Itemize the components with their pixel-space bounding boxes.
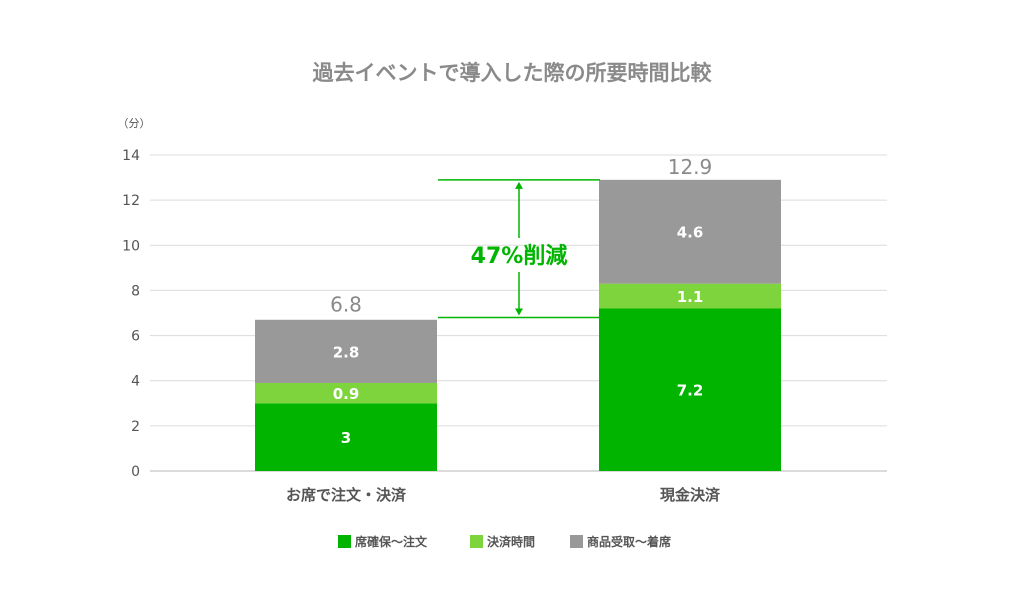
segment-value-label: 0.9 [333, 385, 360, 403]
bar-segment [255, 382, 437, 404]
y-axis-unit-label: （分） [118, 117, 151, 130]
y-tick-label: 6 [131, 329, 140, 345]
total-value-label: 12.9 [668, 155, 713, 179]
legend-swatch [570, 535, 583, 548]
segment-value-label: 1.1 [677, 288, 704, 306]
bar-segment [255, 403, 437, 471]
y-tick-label: 2 [131, 419, 140, 435]
chart-title: 過去イベントで導入した際の所要時間比較 [313, 61, 713, 85]
legend-label: 商品受取〜着席 [587, 534, 671, 549]
category-label: お席で注文・決済 [286, 486, 407, 504]
legend-label: 席確保〜注文 [355, 534, 428, 549]
legend-label: 決済時間 [487, 534, 535, 549]
y-tick-labels: 0 2 4 6 8 10 12 14 [122, 148, 140, 480]
bar-segment [599, 308, 781, 471]
bar-segment [599, 283, 781, 309]
segment-value-label: 2.8 [333, 343, 360, 361]
segment-value-label: 7.2 [677, 382, 704, 400]
segment-value-label: 4.6 [677, 224, 704, 242]
total-value-label: 6.8 [330, 293, 362, 317]
segment-value-label: 3 [341, 429, 351, 447]
y-tick-label: 12 [122, 193, 140, 209]
annotation-label: 47%削減 [471, 244, 568, 269]
y-tick-label: 10 [122, 238, 140, 254]
bars: 3 0.9 2.8 6.8 お席で注文・決済 7.2 1.1 4.6 12.9 現金決済 [255, 155, 781, 504]
category-label: 現金決済 [660, 486, 721, 504]
y-tick-label: 14 [122, 148, 140, 164]
arrowhead-down [515, 308, 523, 316]
legend: 席確保〜注文 決済時間 商品受取〜着席 [338, 534, 671, 549]
y-tick-label: 0 [131, 464, 140, 480]
reduction-annotation: 47%削減 [438, 179, 600, 319]
legend-swatch [338, 535, 351, 548]
bar-segment [255, 319, 437, 383]
bar-segment [599, 179, 781, 284]
arrowhead-up [515, 181, 523, 189]
y-tick-label: 8 [131, 283, 140, 299]
legend-swatch [470, 535, 483, 548]
y-tick-label: 4 [131, 374, 140, 390]
